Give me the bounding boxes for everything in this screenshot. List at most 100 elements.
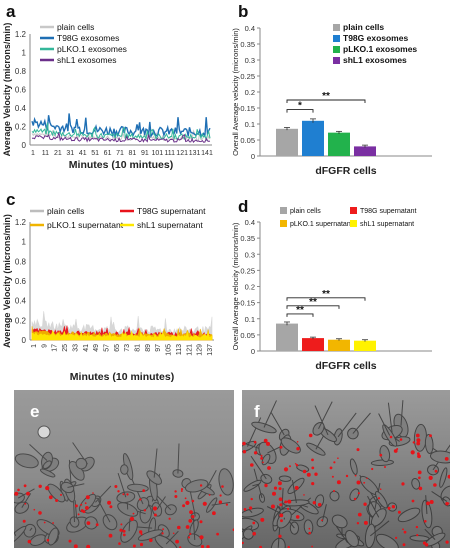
cell-process	[431, 490, 448, 502]
chart-b-bar: 0 0.05 0.1 0.15 0.2 0.25 0.3 0.35 0.4 Overall Ave…	[231, 22, 432, 177]
x-tick-label: 131	[189, 150, 201, 157]
red-exosome-dot	[14, 491, 19, 496]
red-exosome-dot	[445, 502, 449, 506]
legend-label: T98G supernatant	[137, 206, 206, 216]
red-exosome-dot	[60, 493, 62, 496]
significance-label: **	[296, 305, 304, 316]
red-exosome-dot	[260, 517, 265, 522]
cell-shape	[375, 491, 388, 509]
legend-label: pLKO.1 supernatant	[290, 221, 353, 228]
red-exosome-dot	[109, 505, 113, 509]
red-exosome-dot	[366, 477, 368, 480]
cell-process	[29, 527, 33, 532]
red-exosome-dot	[357, 512, 362, 517]
cell-process	[367, 495, 380, 518]
panel-label-e: e	[30, 402, 40, 421]
legend-swatch	[280, 220, 287, 227]
x-tick-label: 41	[83, 344, 90, 352]
red-exosome-dot	[426, 501, 430, 506]
red-exosome-dot	[77, 513, 80, 516]
significance-bracket	[286, 305, 340, 309]
red-exosome-dot	[206, 545, 210, 548]
x-tick-label: 121	[186, 344, 193, 356]
red-exosome-dot	[416, 441, 421, 446]
red-exosome-dot	[262, 461, 264, 464]
red-exosome-dot	[354, 474, 357, 477]
cell-shape	[39, 468, 56, 478]
cell-shape	[14, 525, 27, 546]
legend-swatch	[280, 207, 287, 214]
red-exosome-dot	[212, 511, 216, 516]
cell-shape	[42, 460, 52, 470]
y-tick-label: 0	[251, 347, 255, 356]
red-exosome-dot	[189, 532, 192, 535]
red-exosome-dot	[356, 448, 360, 452]
chart-d-bar: 0 0.05 0.1 0.15 0.2 0.25 0.3 0.35 0.4 Overall Ave…	[231, 207, 432, 372]
cell-shape	[218, 468, 234, 496]
cell-shape	[329, 490, 340, 502]
cell-process	[211, 501, 231, 506]
cell-shape	[102, 514, 118, 531]
series-line-1	[31, 113, 211, 139]
red-exosome-dot	[260, 454, 263, 457]
red-exosome-dot	[126, 493, 129, 496]
x-tick-label: 1	[31, 344, 38, 348]
red-exosome-dot	[277, 481, 282, 486]
red-exosome-dot	[23, 484, 27, 488]
red-exosome-dot	[317, 502, 322, 507]
red-exosome-dot	[396, 448, 399, 450]
legend-swatch	[333, 57, 340, 64]
red-exosome-dot	[191, 499, 195, 503]
cell-shape	[316, 516, 329, 528]
cell-shape	[84, 516, 98, 530]
micrograph-f	[242, 390, 450, 548]
red-exosome-dot	[225, 503, 228, 506]
legend-label: pLKO.1 exosomes	[343, 44, 417, 54]
y-tick-label: 0	[22, 336, 27, 345]
x-tick-label: 61	[104, 150, 112, 157]
y-tick-label: 0.4	[245, 24, 255, 33]
red-exosome-dot	[278, 497, 283, 502]
red-exosome-dot	[387, 506, 391, 510]
cell-shape	[206, 497, 218, 513]
legend-swatch	[350, 220, 357, 227]
y-tick-label: 1	[22, 49, 27, 58]
cell-shape	[270, 537, 286, 548]
cell-process	[21, 493, 32, 508]
x-tick-label: 89	[145, 344, 152, 352]
x-tick-label: 113	[176, 344, 183, 355]
red-exosome-dot	[377, 497, 381, 500]
red-exosome-dot	[139, 498, 142, 501]
red-exosome-dot	[447, 502, 450, 505]
x-tick-label: 105	[166, 344, 173, 356]
y-tick-label: 0.4	[15, 104, 27, 113]
red-exosome-dot	[26, 491, 30, 496]
legend-label: plain cells	[343, 22, 384, 32]
red-exosome-dot	[397, 510, 401, 514]
y-tick-label: 0.2	[245, 88, 255, 97]
red-exosome-dot	[353, 497, 357, 501]
red-exosome-dot	[363, 481, 366, 484]
red-exosome-dot	[185, 500, 190, 505]
y-tick-label: 0.8	[15, 67, 27, 76]
cell-process	[425, 495, 428, 515]
legend-label: pLKO.1 supernatant	[47, 220, 124, 230]
red-exosome-dot	[208, 494, 211, 496]
cell-process	[117, 472, 127, 498]
red-exosome-dot	[303, 494, 305, 496]
y-tick-label: 0.2	[15, 123, 27, 132]
cell-process	[29, 444, 48, 461]
red-exosome-dot	[403, 530, 407, 534]
red-exosome-dot	[107, 500, 112, 505]
red-exosome-dot	[331, 475, 334, 478]
cell-shape	[349, 488, 360, 502]
red-exosome-dot	[399, 438, 403, 441]
cell-shape	[146, 470, 163, 485]
red-exosome-dot	[143, 509, 147, 512]
red-exosome-dot	[86, 521, 91, 525]
red-exosome-dot	[250, 463, 254, 467]
red-exosome-dot	[177, 525, 181, 530]
red-exosome-dot	[82, 510, 86, 514]
red-exosome-dot	[337, 457, 339, 459]
cell-process	[318, 401, 333, 430]
